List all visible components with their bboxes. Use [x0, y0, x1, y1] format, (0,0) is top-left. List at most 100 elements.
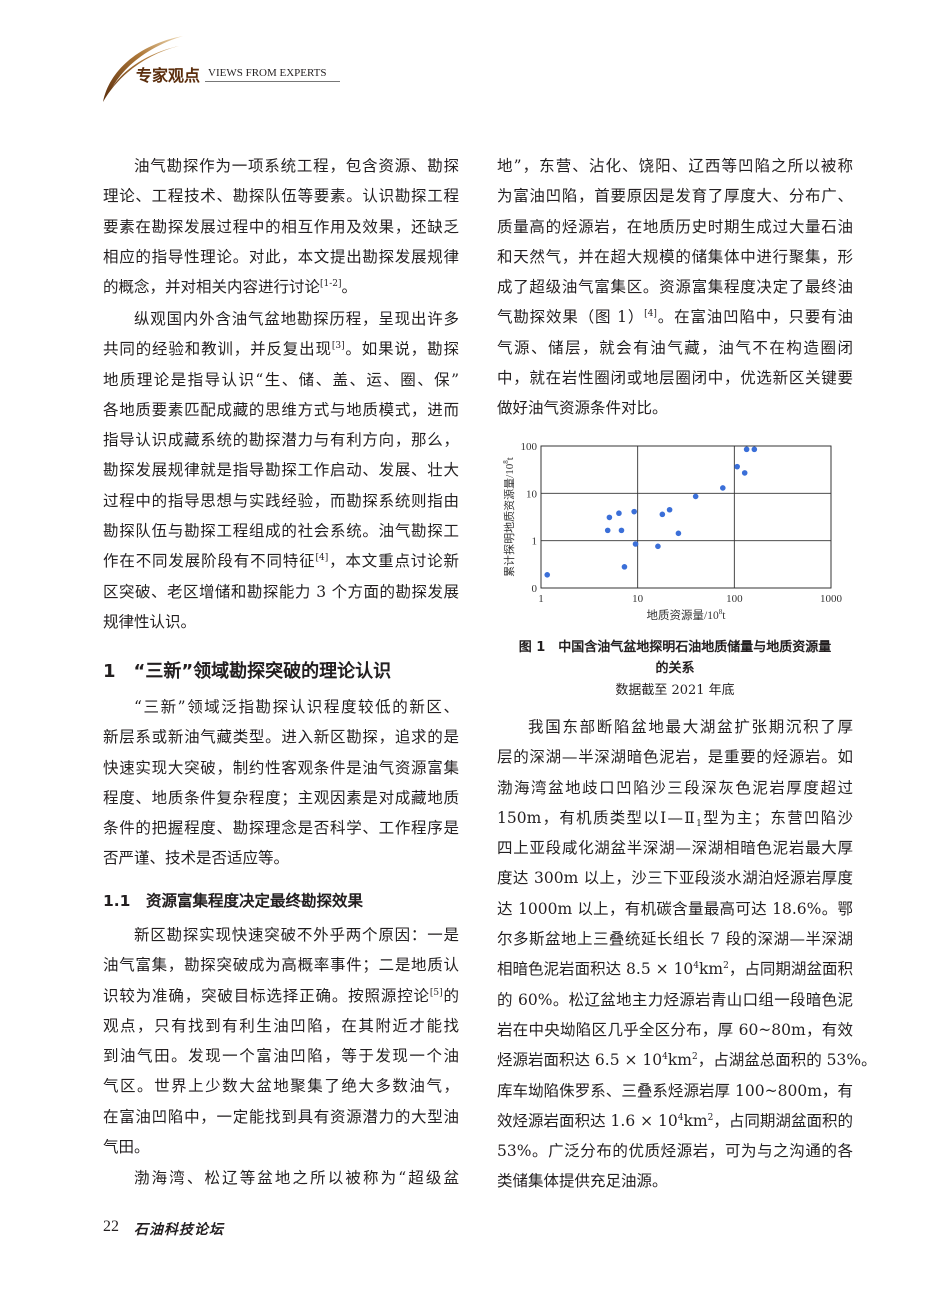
text-line: 相暗色泥岩面积达 8.5 × 104km2，占同期湖盆面积 [497, 960, 853, 979]
text-line: 四上亚段咸化湖盆半深湖—深湖相暗色泥岩最大厚 [497, 839, 853, 858]
data-point [692, 493, 699, 500]
x-tick-label: 1 [538, 593, 544, 605]
subsection-heading: 1.1 资源富集程度决定最终勘探效果 [103, 892, 363, 910]
data-point [618, 527, 625, 534]
text-line: 和天然气，并在超大规模的储集体中进行聚集，形 [497, 247, 853, 266]
x-tick-label: 100 [726, 593, 743, 605]
x-tick-label: 10 [632, 593, 644, 605]
section-heading: 1 “三新”领域勘探突破的理论认识 [103, 661, 392, 682]
text-line: 快速实现大突破，制约性客观条件是油气资源富集 [103, 758, 459, 777]
paragraph: 我国东部断陷盆地最大湖盆扩张期沉积了厚 层的深湖—半深湖暗色泥岩，是重要的烃源岩。… [497, 712, 877, 1197]
data-point [720, 485, 726, 491]
text-line: 规律性认识。 [103, 612, 197, 631]
text-line: 新层系或新油气藏类型。进入新区勘探，追求的是 [103, 728, 459, 747]
text-line: 度达 300m 以上，沙三下亚段淡水湖泊烃源岩厚度 [497, 869, 853, 888]
plot-frame [540, 445, 832, 589]
data-point [741, 470, 748, 476]
figure-title-cont: 的关系 [655, 661, 695, 676]
page-number: 22 [103, 1218, 119, 1235]
superscript: 2 [691, 1052, 698, 1063]
text-line: 区突破、老区增储和勘探能力 3 个方面的勘探发展 [103, 582, 459, 601]
text-line: 否严谨、技术是否适应等。 [103, 849, 290, 868]
text-line: 150m，有机质类型以Ⅰ—Ⅱ1型为主；东营凹陷沙 [497, 808, 853, 829]
text-line: 共同的经验和教训，并反复出现[3]。如果说，勘探 [103, 340, 459, 359]
data-point [631, 508, 637, 515]
section-title-cn: 专家观点 [136, 66, 201, 85]
text-line: 尔多斯盆地上三叠统延长组长 7 段的深湖—半深湖 [497, 930, 853, 949]
text-line: 渤海湾盆地歧口凹陷沙三段深灰色泥岩厚度超过 [497, 778, 853, 797]
data-point [734, 463, 740, 470]
x-tick-label: 1000 [820, 593, 843, 605]
superscript: 4 [677, 1112, 684, 1123]
text-line: 成了超级油气富集区。资源富集程度决定了最终油 [497, 278, 853, 297]
text-line: 条件的把握程度、勘探理念是否科学、工作程序是 [103, 819, 459, 838]
scatter-chart: 1 10 100 10000110100地质资源量/108t累计探明地质资源量/108… [502, 441, 843, 622]
figure-label: 图 1 [518, 640, 546, 655]
text-line: 中，就在岩性圈闭或地层圈闭中，优选新区关键要 [497, 369, 853, 388]
paragraph: “三新”领域泛指勘探认识程度较低的新区、 新层系或新油气藏类型。进入新区勘探，追求… [103, 692, 459, 874]
data-point [655, 543, 661, 550]
text-line: 勘探队伍与勘探工程组成的社会系统。油气勘探工 [103, 522, 459, 541]
text-line: 相应的指导性理论。对此，本文提出勘探发展规律 [103, 247, 459, 266]
y-tick-label: 10 [526, 488, 538, 500]
superscript: [4] [644, 309, 657, 320]
text-line: 要素在勘探发展过程中的相互作用及效果，还缺乏 [103, 217, 459, 236]
header-divider [205, 81, 340, 82]
superscript: 4 [662, 1052, 668, 1063]
data-point [544, 572, 551, 578]
superscript: 2 [723, 961, 729, 972]
text-line: 质量高的烃源岩，在地质历史时期生成过大量石油 [497, 217, 853, 236]
text-line: 层的深湖—半深湖暗色泥岩，是重要的烃源岩。如 [497, 748, 853, 767]
y-axis-label: 累计探明地质资源量/108t [502, 457, 516, 577]
text-line: 的概念，并对相关内容进行讨论[1-2]。 [103, 278, 358, 297]
text-line: 地质理论是指导认识“生、储、盖、运、圈、保” [103, 370, 459, 389]
y-tick-label: 100 [521, 441, 538, 453]
data-point [743, 446, 750, 453]
text-line: 勘探发展规律就是指导勘探工作启动、发展、壮大 [103, 461, 459, 480]
text-line: 在富油凹陷中，一定能找到具有资源潜力的大型油 [103, 1107, 459, 1126]
text-line: 油气勘探作为一项系统工程，包含资源、勘探 [134, 157, 459, 175]
text-line: 油气富集，勘探突破成为高概率事件；二是地质认 [103, 956, 459, 975]
text-line: 达 1000m 以上，有机碳含量最高可达 18.6%。鄂 [497, 899, 853, 918]
superscript: 2 [707, 1112, 714, 1123]
text-line: 各地质要素匹配成藏的思维方式与地质模式，进而 [103, 400, 459, 419]
superscript: [4] [315, 553, 329, 564]
paragraph: 新区勘探实现快速突破不外乎两个原因：一是 油气富集，勘探突破成为高概率事件；二是地… [103, 920, 459, 1162]
text-line: 渤海湾、松辽等盆地之所以被称为“超级盆 [134, 1169, 459, 1187]
y-tick-label: 0 [532, 583, 538, 595]
text-line: 气区。世界上少数大盆地聚集了绝大多数油气， [103, 1077, 459, 1096]
text-line: 库车坳陷侏罗系、三叠系烃源岩厚 100~800m，有 [497, 1081, 853, 1100]
text-line: 作在不同发展阶段有不同特征[4]，本文重点讨论新 [103, 552, 459, 571]
paragraph: 油气勘探作为一项系统工程，包含资源、勘探理论、工程技术、勘探队伍等要素。认识勘探… [103, 151, 459, 302]
superscript: [5] [429, 987, 443, 998]
figure-title: 中国含油气盆地探明石油地质储量与地质资源量 [558, 640, 832, 655]
text-line: 气源、储层，就会有油气藏，油气不在构造圈闭 [497, 338, 853, 357]
text-line: 做好油气资源条件对比。 [497, 399, 668, 418]
data-point [604, 527, 611, 534]
data-point [632, 541, 639, 547]
figure-caption: 图 1 中国含油气盆地探明石油地质储量与地质资源量 [497, 636, 853, 655]
text-line: 观点，只有找到有利生油凹陷，在其附近才能找 [103, 1016, 459, 1035]
paragraph: 纵观国内外含油气盆地勘探历程，呈现出许多 共同的经验和教训，并反复出现[3]。如果… [103, 304, 459, 637]
data-point [621, 564, 628, 570]
text-line: 到油气田。发现一个富油凹陷，等于发现一个油 [103, 1047, 459, 1066]
superscript: [3] [331, 341, 345, 352]
subscript: 1 [696, 818, 702, 829]
text-line: 气田。 [103, 1138, 150, 1157]
x-axis-label: 地质资源量/108t [647, 608, 727, 622]
paragraph: 地”，东营、沾化、饶阳、辽西等凹陷之所以被称 为富油凹陷，首要原因是发育了厚度大、… [497, 151, 853, 424]
text-line: 理论、工程技术、勘探队伍等要素。认识勘探工程 [103, 187, 459, 206]
data-point [616, 510, 622, 517]
section-title-en: VIEWS FROM EXPERTS [208, 67, 327, 79]
text-line: 地”，东营、沾化、饶阳、辽西等凹陷之所以被称 [497, 157, 853, 175]
data-point [751, 446, 758, 453]
paragraph: 渤海湾、松辽等盆地之所以被称为“超级盆 [103, 1163, 459, 1193]
text-line: 过程中的指导思想与实践经验，而勘探系统则指由 [103, 491, 459, 510]
text-line: 烃源岩面积达 6.5 × 104km2，占湖盆总面积的 53%。 [497, 1051, 877, 1070]
superscript: [1-2] [320, 279, 342, 290]
text-line: 指导认识成藏系统的勘探潜力与有利方向，那么， [103, 431, 459, 450]
y-tick-label: 1 [532, 536, 538, 548]
text-line: 类储集体提供充足油源。 [497, 1172, 668, 1191]
superscript: 4 [693, 961, 700, 972]
text-line: 程度、地质条件复杂程度；主观因素是对成藏地质 [103, 788, 459, 807]
